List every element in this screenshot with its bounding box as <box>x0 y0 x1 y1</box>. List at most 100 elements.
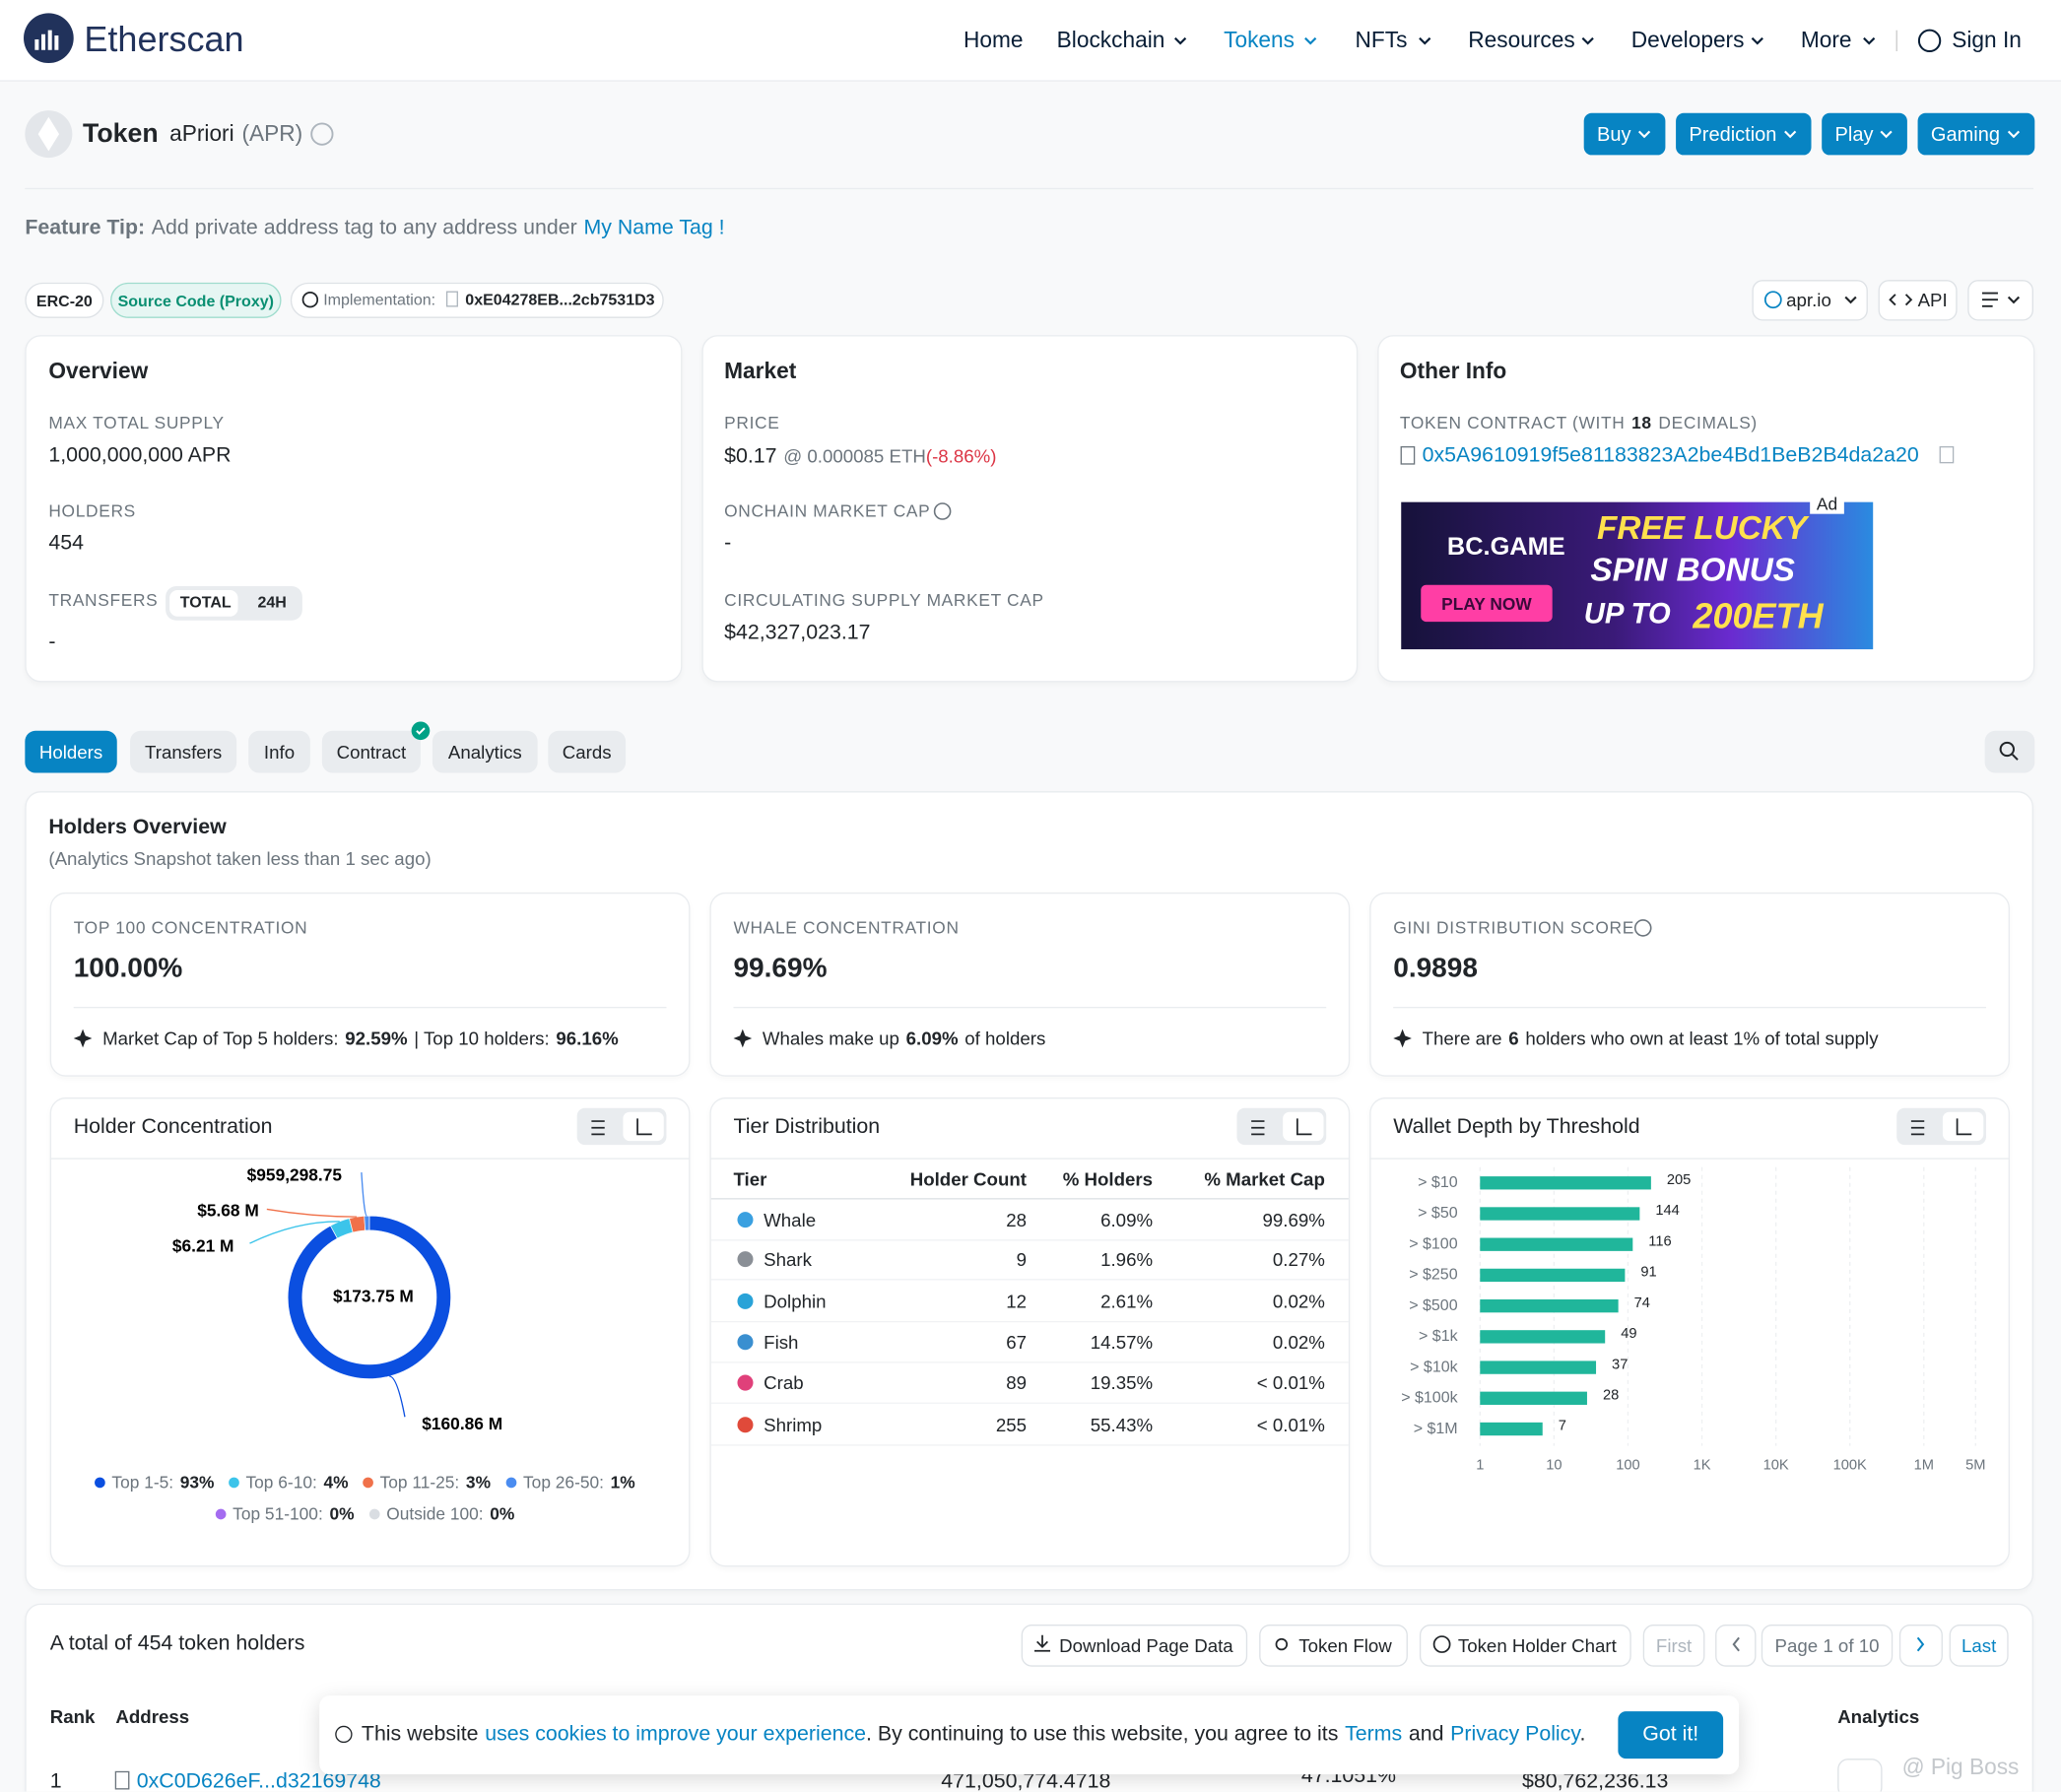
card-title: Overview <box>48 359 149 384</box>
table-cell: 55.43% <box>1090 1414 1154 1435</box>
tab-text[interactable]: Holders <box>38 741 103 763</box>
header-button[interactable]: Play <box>1822 112 1907 156</box>
page-first-text[interactable]: First <box>1655 1634 1693 1657</box>
transfer-tab[interactable]: TOTAL <box>179 592 232 612</box>
chart-card <box>1369 1097 2010 1567</box>
stat-note: Whales make up 6.09% of holders <box>763 1024 1045 1054</box>
legend-item: Top 6-10: 4% <box>245 1468 348 1496</box>
page-last[interactable]: Last <box>1949 1625 2009 1667</box>
tab-text[interactable]: Analytics <box>447 741 522 763</box>
quantity: 471,050,774.4718 <box>941 1770 1111 1792</box>
note-part: Market Cap of Top 5 holders: <box>102 1028 339 1049</box>
list-button[interactable]: Download Page Data <box>1021 1625 1248 1667</box>
view-toggle-active[interactable] <box>623 1111 664 1142</box>
transfer-tab[interactable]: 24H <box>257 592 287 612</box>
cookie-link[interactable]: uses cookies to improve your experience <box>485 1723 867 1746</box>
nav-item[interactable]: Tokens <box>1224 28 1296 53</box>
header-button-text[interactable]: Buy <box>1597 122 1631 146</box>
nav-item[interactable]: Home <box>963 28 1024 53</box>
chart-card-divider <box>1369 1158 2010 1160</box>
legend-item: Top 51-100: 0% <box>233 1499 354 1528</box>
nav-item[interactable]: Developers <box>1630 28 1745 53</box>
column-header: Analytics <box>1837 1705 1920 1728</box>
page-prev[interactable] <box>1715 1625 1757 1667</box>
header-button-text[interactable]: Play <box>1834 122 1874 146</box>
tab-text[interactable]: Cards <box>562 741 612 763</box>
header-button-text[interactable]: Gaming <box>1930 122 2001 146</box>
feature-tip: Feature Tip: Add private address tag to a… <box>25 214 724 242</box>
sign-in[interactable]: Sign In <box>1952 28 2022 53</box>
source-badge-text[interactable]: Source Code (Proxy) <box>117 291 274 310</box>
nav-item[interactable]: More <box>1800 28 1852 53</box>
tab[interactable]: Info <box>248 730 310 773</box>
nav-item[interactable]: Blockchain <box>1056 28 1165 53</box>
table-cell: < 0.01% <box>1256 1371 1325 1394</box>
field-label: ONCHAIN MARKET CAP <box>724 500 931 521</box>
tier-name: Shrimp <box>764 1414 823 1435</box>
holder-address[interactable]: 0xC0D626eF...d32169748 <box>136 1770 381 1792</box>
header-button[interactable]: Prediction <box>1676 112 1812 156</box>
list-button-text[interactable]: Token Flow <box>1298 1634 1392 1657</box>
analytics-button[interactable] <box>1837 1759 1883 1792</box>
tip-link: My Name Tag ! <box>583 217 725 239</box>
stat-card <box>709 892 1351 1077</box>
tab[interactable]: Holders <box>25 730 117 773</box>
nav-item[interactable]: NFTs <box>1355 28 1408 53</box>
ad-brand: BC.GAME <box>1446 533 1565 562</box>
legend-label: Outside 100: <box>386 1503 484 1524</box>
field-value: 1,000,000,000 APR <box>48 443 232 467</box>
page-next[interactable] <box>1898 1625 1943 1667</box>
implementation-address[interactable]: 0xE04278EB...2cb7531D3 <box>465 290 655 309</box>
list-button[interactable]: Token Holder Chart <box>1419 1625 1631 1667</box>
list-button[interactable]: Token Flow <box>1259 1625 1408 1667</box>
contract-address[interactable]: 0x5A9610919f5e81183823A2be4Bd1BeB2B4da2a… <box>1422 443 1919 467</box>
tab-text[interactable]: Transfers <box>145 741 223 763</box>
search-button[interactable] <box>1984 730 2035 773</box>
tab-text[interactable]: Info <box>263 741 296 763</box>
tier-name: Dolphin <box>764 1291 827 1312</box>
header-button[interactable]: Gaming <box>1917 112 2035 156</box>
list-button[interactable] <box>1967 280 2033 321</box>
watermark: @ Pig Boss <box>1901 1755 2020 1780</box>
source-badge[interactable]: Source Code (Proxy) <box>110 282 282 318</box>
table-cell: 19.35% <box>1090 1371 1154 1394</box>
table-header: % Holders <box>1062 1168 1154 1190</box>
note-part: | Top 10 holders: <box>414 1028 550 1049</box>
tab[interactable]: Transfers <box>130 730 237 773</box>
cookie-accept[interactable]: Got it! <box>1618 1711 1724 1759</box>
tab-text[interactable]: Contract <box>336 741 407 763</box>
list-button-text[interactable]: Download Page Data <box>1059 1634 1233 1657</box>
cookie-link[interactable]: Terms <box>1345 1723 1403 1746</box>
overview-card <box>25 335 683 683</box>
legend-label: Top 26-50: <box>523 1472 604 1493</box>
header-button[interactable]: Buy <box>1583 112 1666 156</box>
stat-note: Market Cap of Top 5 holders: 92.59% | Top … <box>102 1024 619 1054</box>
page-first[interactable]: First <box>1642 1625 1705 1667</box>
stat-label: TOP 100 CONCENTRATION <box>73 917 308 938</box>
header-button-text[interactable]: Prediction <box>1689 122 1777 146</box>
ad-banner[interactable] <box>1401 501 1874 650</box>
cookie-link[interactable]: Privacy Policy <box>1450 1723 1580 1746</box>
tab[interactable]: Cards <box>548 730 627 773</box>
note-part: 96.16% <box>556 1028 619 1049</box>
tab[interactable]: Contract <box>321 730 421 773</box>
cookie-accept-text[interactable]: Got it! <box>1642 1723 1699 1746</box>
table-cell: 0.27% <box>1272 1248 1325 1270</box>
table-cell: < 0.01% <box>1256 1414 1325 1435</box>
cookie-text: This website uses cookies to improve your… <box>362 1720 1585 1749</box>
table-header: Holder Count <box>909 1168 1027 1190</box>
section-subtitle: (Analytics Snapshot taken less than 1 se… <box>48 847 432 869</box>
ad-cta: PLAY NOW <box>1421 584 1553 623</box>
tier-name: Crab <box>764 1371 804 1394</box>
tab[interactable]: Analytics <box>432 730 538 773</box>
table-cell: 12 <box>1006 1291 1027 1312</box>
view-toggle-active[interactable] <box>1283 1111 1324 1142</box>
nav-item[interactable]: Resources <box>1468 28 1575 53</box>
list-button-text[interactable]: Token Holder Chart <box>1457 1634 1617 1657</box>
chart-title: Holder Concentration <box>73 1115 273 1139</box>
view-toggle-active[interactable] <box>1942 1111 1984 1142</box>
cookie-part: and <box>1408 1723 1444 1746</box>
website: apr.io <box>1786 289 1831 310</box>
legend-item: Top 11-25: 3% <box>380 1468 491 1496</box>
page-last-text[interactable]: Last <box>1961 1634 1997 1657</box>
